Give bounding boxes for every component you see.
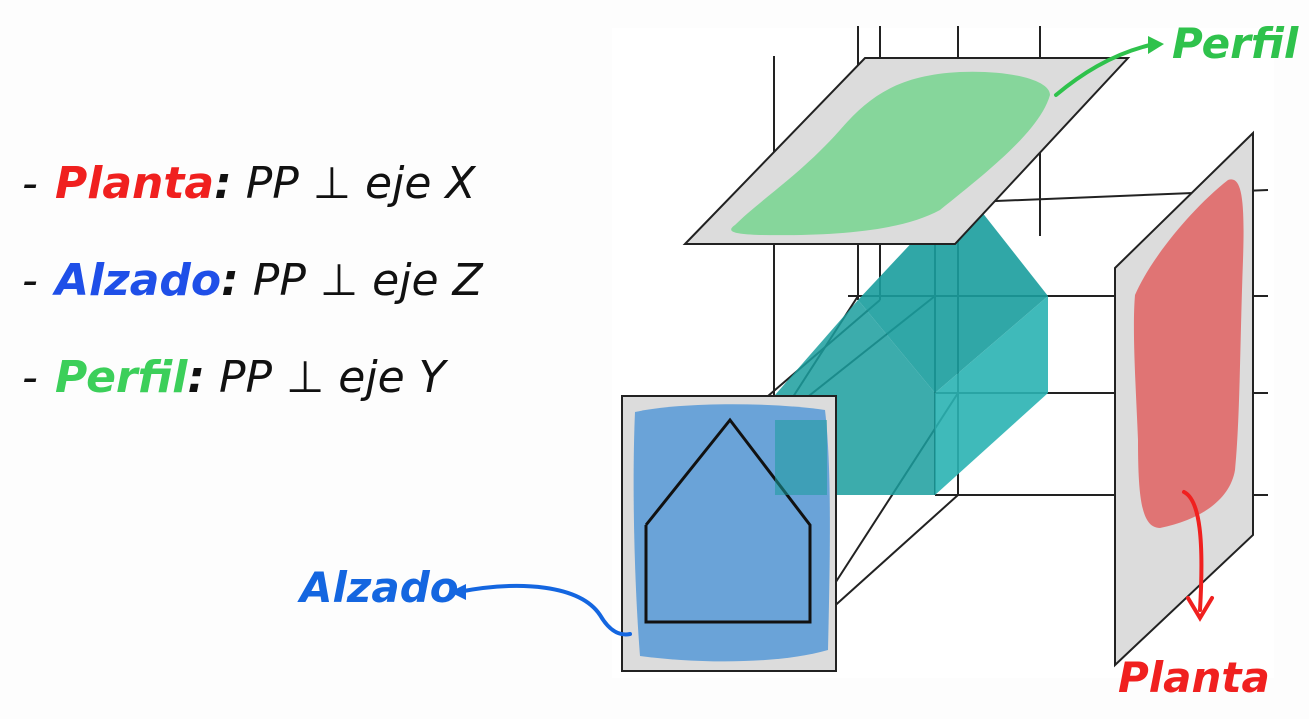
prism-side-face [935, 296, 1048, 495]
side-plane [1114, 130, 1254, 668]
rule-alzado: PP ⊥ eje Z [253, 255, 484, 306]
definition-term: Alzado: PP ⊥ eje Z [52, 255, 484, 306]
alzado-arrow [456, 583, 632, 637]
planta-arrowhead [1186, 596, 1214, 622]
perfil-arrow [1054, 43, 1152, 97]
label-perfil: Perfil [1054, 19, 1299, 97]
top-plane [682, 57, 1131, 245]
term-alzado: Alzado [52, 255, 221, 306]
bullet-dash: - [22, 255, 38, 306]
rule-perfil: PP ⊥ eje Y [219, 352, 449, 403]
definition-perfil: - Perfil: PP ⊥ eje Y [22, 352, 449, 403]
definition-term: Perfil: PP ⊥ eje Y [55, 352, 449, 403]
definition-term: Planta: PP ⊥ eje X [55, 158, 476, 209]
definition-planta: - Planta: PP ⊥ eje X [22, 158, 476, 209]
planta-arrow [1182, 490, 1204, 612]
definition-list: - Planta: PP ⊥ eje X - Alzado: PP ⊥ eje Z … [22, 158, 484, 403]
side-plane-paint [1133, 179, 1244, 528]
separator: : [187, 352, 205, 403]
term-planta: Planta [55, 158, 214, 209]
prism-roof-face [858, 188, 1048, 393]
bullet-dash: - [22, 352, 38, 403]
label-alzado: Alzado [297, 563, 632, 637]
perfil-label-text: Perfil [1172, 19, 1299, 68]
term-perfil: Perfil [55, 352, 188, 403]
separator: : [214, 158, 232, 209]
label-planta: Planta [1118, 490, 1270, 702]
prism-overlap [775, 420, 827, 495]
separator: : [221, 255, 239, 306]
definition-alzado: - Alzado: PP ⊥ eje Z [22, 255, 484, 306]
planta-label-text: Planta [1118, 653, 1270, 702]
house-elevation-outline [644, 417, 812, 624]
alzado-label-text: Alzado [297, 563, 459, 612]
front-plane [621, 395, 837, 672]
top-plane-paint [731, 71, 1050, 236]
alzado-arrowhead [450, 584, 466, 600]
rule-planta: PP ⊥ eje X [246, 158, 477, 209]
bullet-dash: - [22, 158, 38, 209]
perfil-arrowhead [1148, 36, 1164, 54]
